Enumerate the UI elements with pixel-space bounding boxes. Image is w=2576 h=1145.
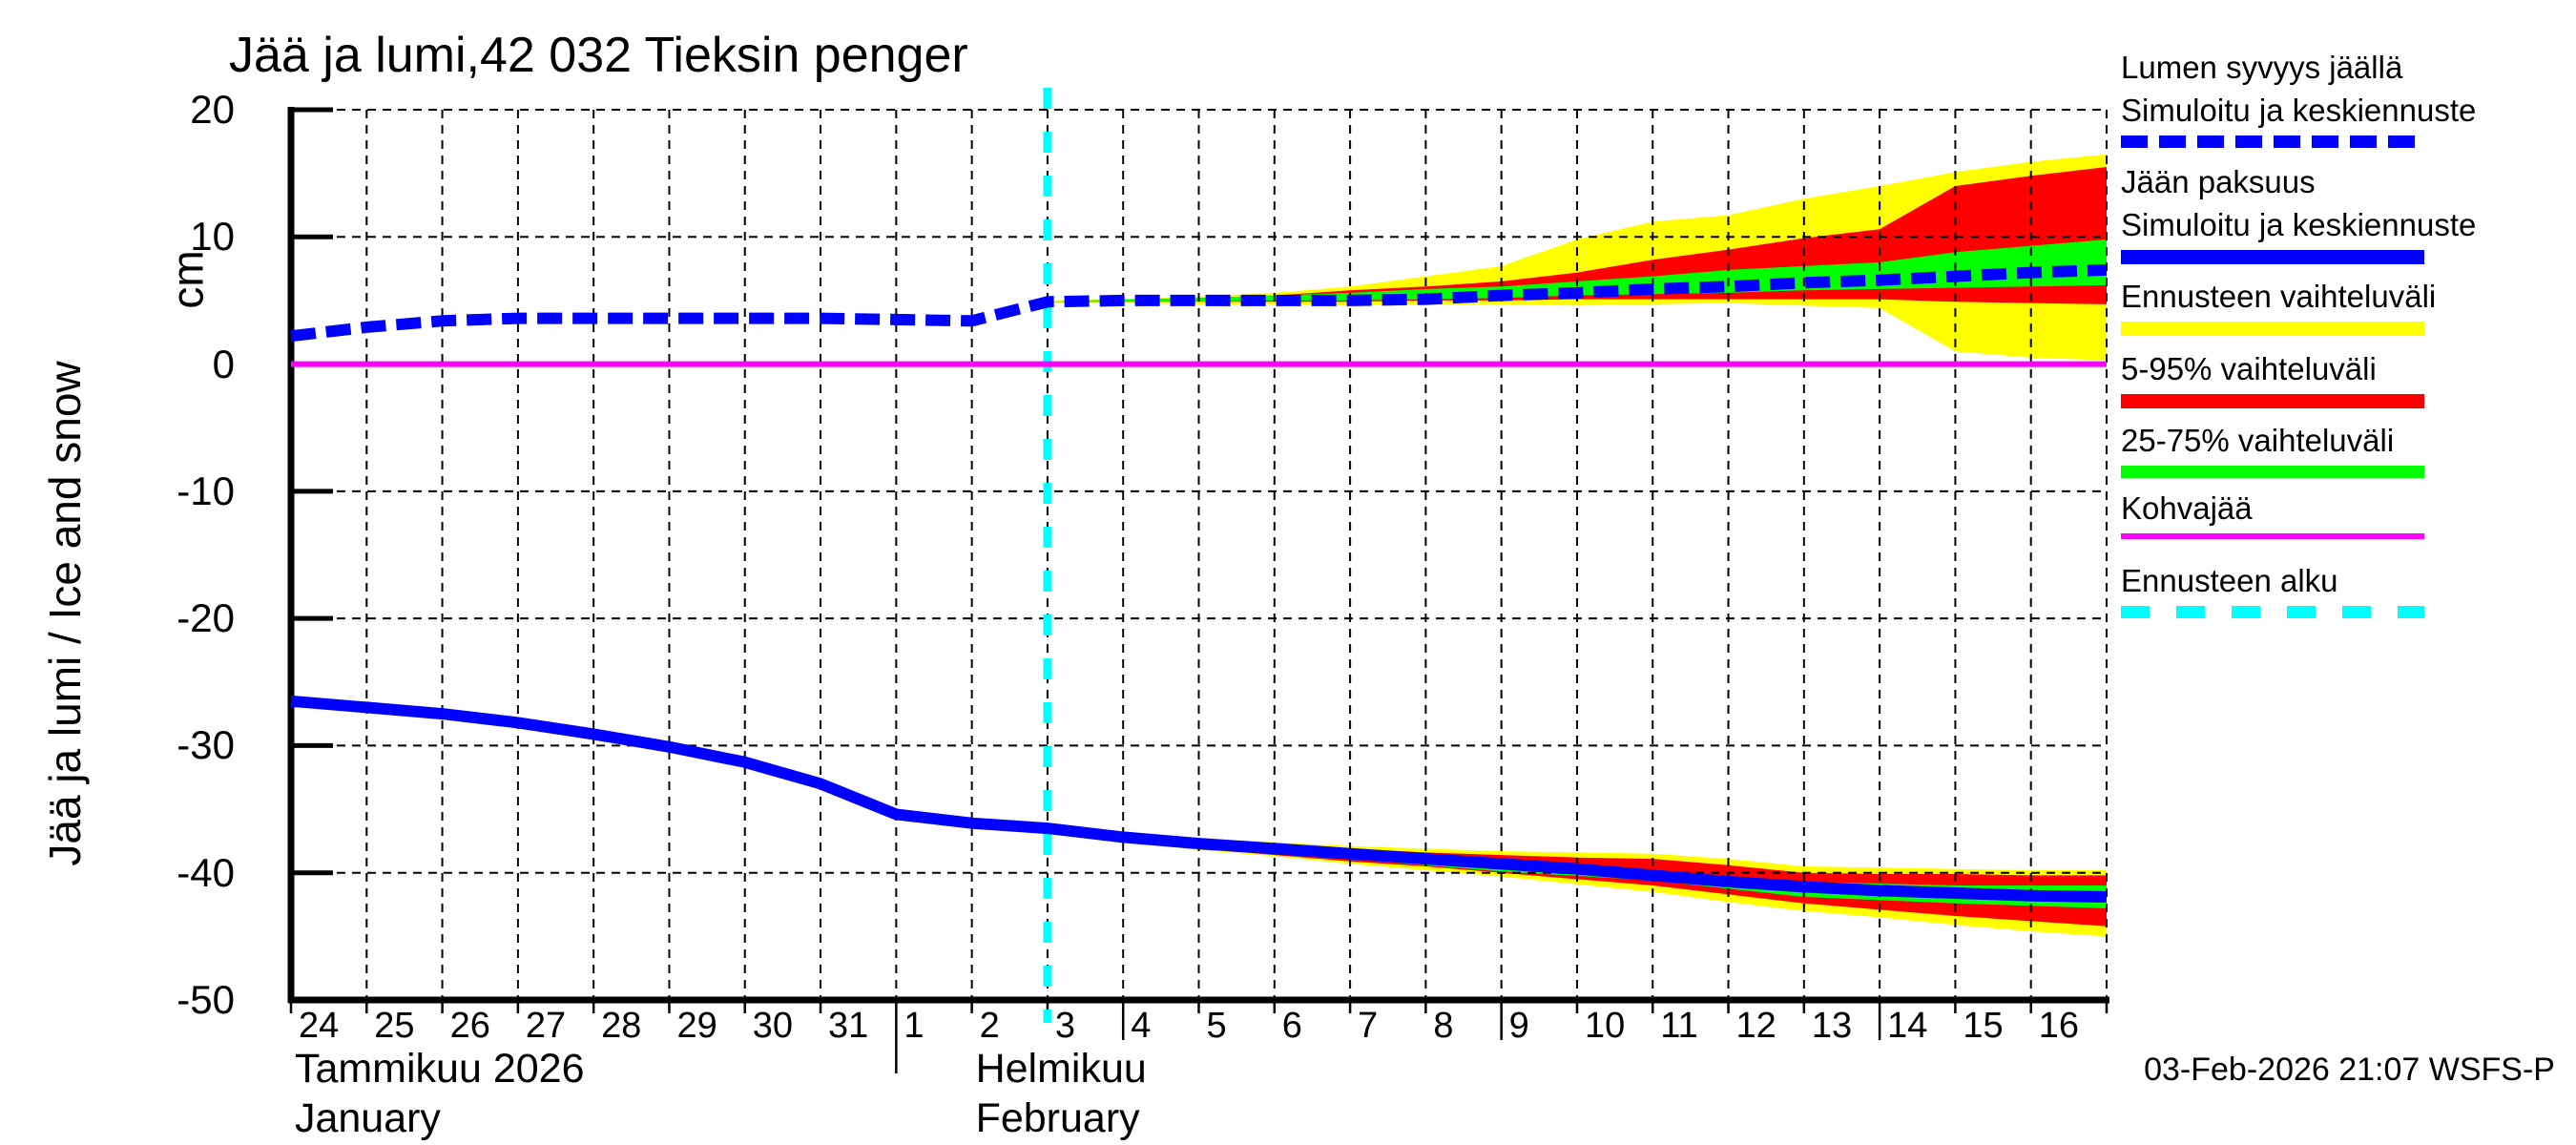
y-tick-label: -40 (177, 849, 235, 895)
x-tick-label: 6 (1281, 1006, 1302, 1046)
y-tick-label: -50 (177, 977, 235, 1022)
x-tick-label: 12 (1735, 1006, 1776, 1046)
legend-item-magenta: Kohvajää (2121, 487, 2424, 539)
legend-sample-dashed-cyan-line (2121, 606, 2424, 618)
legend-sample-magenta-line (2121, 533, 2424, 539)
x-tick-label: 5 (1206, 1006, 1227, 1046)
legend-label: Ennusteen vaihteluväli (2121, 279, 2437, 314)
timestamp: 03-Feb-2026 21:07 WSFS-P (2144, 1051, 2555, 1088)
legend-sample-dashed-blue-line (2121, 135, 2424, 148)
legend-sample-red-line (2121, 394, 2424, 408)
ice-thickness-line (290, 695, 2108, 903)
month-name-en: February (975, 1095, 1140, 1141)
legend-sample-solid-blue-line (2121, 250, 2424, 264)
y-tick-label: -20 (177, 595, 235, 641)
y-tick-label: 0 (212, 341, 235, 386)
x-tick-label: 3 (1054, 1006, 1076, 1046)
legend-sample-yellow-line (2121, 322, 2424, 336)
month-name-fi: Tammikuu 2026 (294, 1046, 585, 1092)
chart-title: Jää ja lumi,42 032 Tieksin penger (229, 28, 968, 83)
y-tick-label: 10 (190, 214, 235, 260)
x-tick-label: 25 (374, 1006, 415, 1046)
x-tick-label: 1 (904, 1006, 924, 1046)
legend-label: 5-95% vaihteluväli (2121, 351, 2377, 386)
y-tick-label: -10 (177, 468, 235, 513)
x-tick-label: 27 (525, 1006, 567, 1046)
x-tick-label: 2 (979, 1006, 1000, 1046)
x-tick-label: 9 (1508, 1006, 1529, 1046)
x-tick-label: 15 (1963, 1006, 2004, 1046)
y-tick-label: -30 (177, 722, 235, 768)
x-tick-label: 29 (676, 1006, 717, 1046)
legend-item-dashed-cyan: Ennusteen alku (2121, 559, 2424, 618)
x-tick-label: 13 (1811, 1006, 1853, 1046)
month-name-en: January (294, 1095, 441, 1141)
band-snow-range (1047, 154, 2107, 361)
legend-label: Simuloitu ja keskiennuste (2121, 93, 2477, 128)
y-tick-label: 20 (190, 87, 235, 132)
month-label-january: Tammikuu 2026 January (295, 1044, 585, 1143)
legend-label: Jään paksuus (2121, 164, 2316, 199)
legend-item-green: 25-75% vaihteluväli (2121, 419, 2424, 478)
legend-label: 25-75% vaihteluväli (2121, 423, 2395, 458)
x-tick-label: 31 (828, 1006, 869, 1046)
y-axis-label: Jää ja lumi / Ice and snow (40, 361, 90, 866)
legend-label: Kohvajää (2121, 490, 2253, 526)
x-tick-label: 14 (1887, 1006, 1928, 1046)
legend-item-dashed-blue: Lumen syvyys jäällä Simuloitu ja keskienn… (2121, 46, 2476, 148)
month-name-fi: Helmikuu (975, 1046, 1147, 1092)
x-tick-label: 24 (299, 1006, 340, 1046)
legend-item-solid-blue: Jään paksuus Simuloitu ja keskiennuste (2121, 160, 2476, 264)
x-tick-label: 30 (752, 1006, 794, 1046)
x-tick-label: 10 (1584, 1006, 1626, 1046)
x-tick-label: 28 (601, 1006, 642, 1046)
x-tick-label: 11 (1660, 1006, 1698, 1046)
legend-sample-green-line (2121, 466, 2424, 478)
legend-label: Ennusteen alku (2121, 563, 2338, 598)
x-tick-label: 7 (1358, 1006, 1379, 1046)
legend-label: Simuloitu ja keskiennuste (2121, 207, 2477, 242)
month-label-february: Helmikuu February (976, 1044, 1147, 1143)
x-tick-label: 16 (2038, 1006, 2079, 1046)
x-tick-label: 26 (449, 1006, 490, 1046)
x-tick-label: 8 (1433, 1006, 1454, 1046)
x-tick-label: 4 (1131, 1006, 1152, 1046)
legend-label: Lumen syvyys jäällä (2121, 50, 2403, 85)
snow-depth-line (290, 263, 2108, 343)
legend-item-red: 5-95% vaihteluväli (2121, 347, 2424, 408)
legend-item-yellow: Ennusteen vaihteluväli (2121, 275, 2436, 336)
